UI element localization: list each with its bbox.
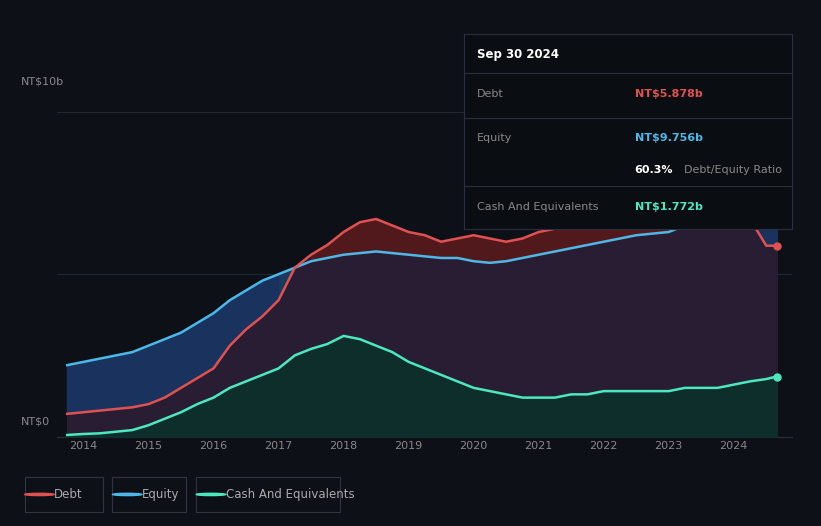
Text: Cash And Equivalents: Cash And Equivalents — [226, 488, 355, 501]
Text: Debt/Equity Ratio: Debt/Equity Ratio — [684, 165, 782, 175]
Text: Debt: Debt — [477, 89, 504, 99]
Text: Debt: Debt — [54, 488, 83, 501]
Text: NT$0: NT$0 — [21, 416, 49, 426]
Text: 60.3%: 60.3% — [635, 165, 673, 175]
Text: NT$10b: NT$10b — [21, 76, 64, 86]
Text: NT$5.878b: NT$5.878b — [635, 89, 703, 99]
Text: Sep 30 2024: Sep 30 2024 — [477, 48, 559, 61]
Circle shape — [196, 493, 226, 495]
Text: Equity: Equity — [477, 134, 512, 144]
Text: NT$1.772b: NT$1.772b — [635, 201, 703, 211]
Text: NT$9.756b: NT$9.756b — [635, 134, 703, 144]
Text: Cash And Equivalents: Cash And Equivalents — [477, 201, 599, 211]
Circle shape — [25, 493, 54, 495]
Circle shape — [112, 493, 142, 495]
Text: Equity: Equity — [142, 488, 180, 501]
